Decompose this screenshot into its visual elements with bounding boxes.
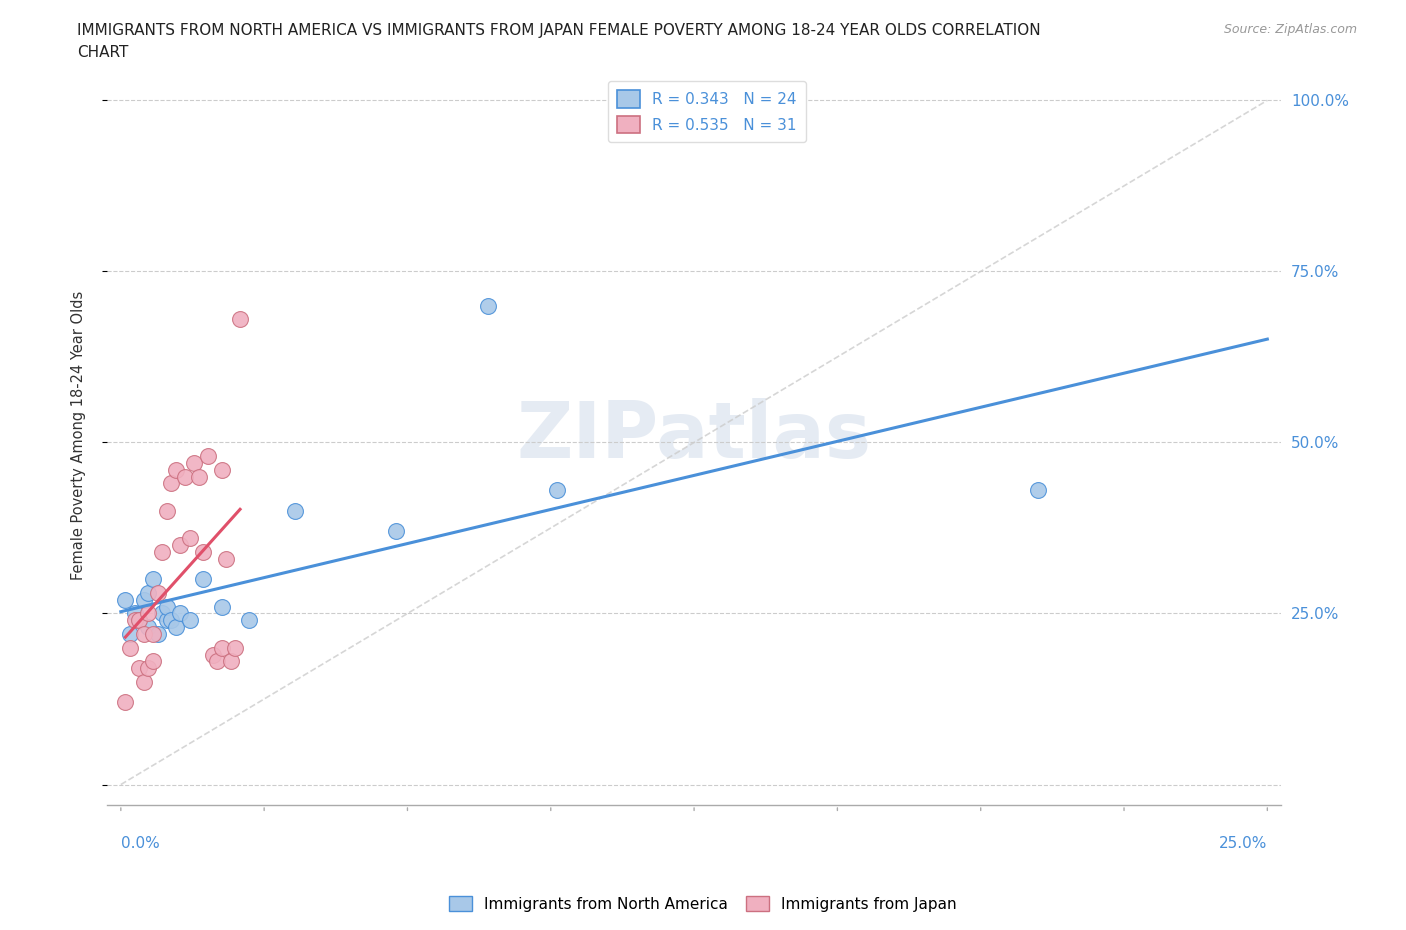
Point	[211, 599, 233, 614]
Text: IMMIGRANTS FROM NORTH AMERICA VS IMMIGRANTS FROM JAPAN FEMALE POVERTY AMONG 18-2: IMMIGRANTS FROM NORTH AMERICA VS IMMIGRA…	[77, 23, 1040, 38]
Point	[146, 586, 169, 601]
Legend: Immigrants from North America, Immigrants from Japan: Immigrants from North America, Immigrant…	[443, 889, 963, 918]
Point	[138, 586, 160, 601]
Point	[146, 627, 169, 642]
Point	[215, 551, 238, 566]
Point	[238, 613, 260, 628]
Point	[201, 647, 224, 662]
Text: 0.0%: 0.0%	[121, 836, 160, 851]
Point	[118, 627, 141, 642]
Y-axis label: Female Poverty Among 18-24 Year Olds: Female Poverty Among 18-24 Year Olds	[72, 291, 86, 580]
Point	[156, 599, 179, 614]
Point	[128, 661, 150, 676]
Point	[211, 640, 233, 655]
Point	[477, 299, 499, 313]
Point	[187, 470, 209, 485]
Point	[179, 531, 201, 546]
Point	[124, 613, 146, 628]
Point	[165, 619, 187, 634]
Point	[142, 572, 165, 587]
Point	[138, 606, 160, 621]
Point	[132, 592, 155, 607]
Point	[150, 544, 173, 559]
Point	[114, 695, 136, 710]
Text: Source: ZipAtlas.com: Source: ZipAtlas.com	[1223, 23, 1357, 36]
Point	[193, 544, 215, 559]
Point	[142, 654, 165, 669]
Point	[179, 613, 201, 628]
Point	[138, 661, 160, 676]
Point	[138, 619, 160, 634]
Point	[197, 448, 219, 463]
Point	[132, 627, 155, 642]
Point	[165, 462, 187, 477]
Point	[128, 613, 150, 628]
Point	[142, 627, 165, 642]
Point	[118, 640, 141, 655]
Point	[160, 613, 183, 628]
Point	[169, 606, 191, 621]
Point	[174, 470, 197, 485]
Point	[156, 503, 179, 518]
Point	[160, 476, 183, 491]
Point	[211, 462, 233, 477]
Point	[284, 503, 307, 518]
Point	[132, 674, 155, 689]
Point	[385, 524, 408, 538]
Point	[114, 592, 136, 607]
Text: 25.0%: 25.0%	[1219, 836, 1267, 851]
Point	[229, 312, 252, 326]
Legend: R = 0.343   N = 24, R = 0.535   N = 31: R = 0.343 N = 24, R = 0.535 N = 31	[607, 81, 806, 142]
Text: CHART: CHART	[77, 45, 129, 60]
Point	[128, 613, 150, 628]
Point	[124, 606, 146, 621]
Point	[150, 606, 173, 621]
Point	[183, 456, 205, 471]
Point	[193, 572, 215, 587]
Point	[1026, 483, 1049, 498]
Point	[219, 654, 242, 669]
Point	[205, 654, 228, 669]
Point	[156, 613, 179, 628]
Point	[169, 538, 191, 552]
Point	[546, 483, 568, 498]
Text: ZIPatlas: ZIPatlas	[516, 398, 872, 473]
Point	[224, 640, 246, 655]
